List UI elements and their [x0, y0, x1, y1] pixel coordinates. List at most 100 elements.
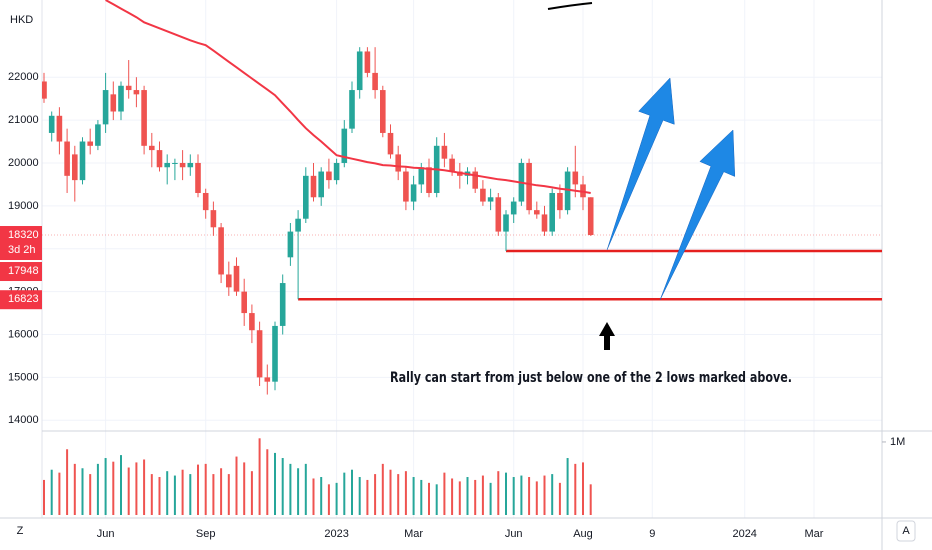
volume-bar [243, 462, 246, 515]
candle-body [403, 171, 409, 202]
volume-bar [235, 456, 238, 515]
auto-toggle[interactable]: A [902, 525, 910, 537]
candle-body [42, 81, 47, 99]
volume-bar [481, 475, 484, 515]
volume-bar [289, 463, 292, 515]
volume-bar [50, 469, 53, 515]
log-toggle[interactable]: Z [17, 525, 24, 537]
candle-body [295, 218, 301, 232]
black-up-arrow [599, 322, 615, 350]
y-tick-label: 20000 [8, 157, 39, 169]
volume-bar [412, 477, 415, 515]
volume-bar [312, 478, 315, 515]
candle-body [164, 162, 170, 168]
candle-body [149, 145, 155, 151]
volume-bar [389, 469, 392, 515]
volume-bar [150, 474, 153, 515]
volume-bar [297, 468, 300, 515]
candle-body [472, 171, 478, 189]
volume-bar [66, 449, 69, 515]
candle-body [48, 115, 55, 133]
candle-body [549, 192, 555, 232]
candle-body [380, 90, 386, 133]
candle-body [303, 175, 309, 219]
volume-bar [489, 482, 492, 515]
candle-body [526, 162, 532, 211]
volume-bar [212, 474, 215, 515]
candle-body [310, 175, 317, 198]
volume-bar [327, 484, 330, 515]
drawings [547, 2, 736, 350]
volume-bar [304, 463, 307, 515]
candle-body [272, 325, 278, 382]
volume-bar [258, 438, 261, 515]
volume-bar [320, 477, 323, 515]
candle-body [233, 265, 240, 292]
grid-layer [42, 0, 882, 518]
candle-body [395, 154, 401, 172]
candle-body [387, 132, 394, 155]
candle-body [87, 141, 93, 146]
candle-body [441, 145, 448, 159]
candle-body [79, 141, 86, 181]
candle-body [141, 90, 147, 146]
candle-body [356, 51, 363, 91]
candle-body [56, 115, 63, 142]
volume-bar [135, 462, 138, 515]
volume-bar [104, 458, 107, 515]
x-tick-label: 9 [649, 528, 655, 540]
volume-bar [566, 458, 569, 515]
x-tick-label: Jun [505, 528, 523, 540]
candle-body [426, 167, 432, 193]
volume-bar [43, 479, 45, 515]
candle-body [534, 210, 540, 215]
volume-bar [558, 482, 561, 515]
y-tick-label: 15000 [8, 371, 39, 383]
volume-bar [582, 462, 584, 515]
volume-bar [366, 479, 369, 515]
volume-bar [404, 471, 407, 515]
auto-button-frame[interactable] [896, 520, 916, 542]
x-tick-label: Aug [573, 528, 593, 540]
volume-bar [420, 479, 423, 515]
volume-bar [204, 463, 207, 515]
candle-body [410, 184, 417, 202]
candle-body [572, 171, 579, 185]
volume-bar [158, 477, 161, 515]
candle-body [264, 377, 271, 382]
candle-body [156, 150, 163, 168]
x-tick-label: 2023 [324, 528, 348, 540]
volume-bar [281, 458, 284, 515]
volume-bar [543, 475, 546, 515]
volume-bar [335, 482, 338, 515]
volume-bar [73, 463, 76, 515]
x-tick-label: Mar [805, 528, 824, 540]
price-box [0, 290, 42, 310]
volume-pane: 1M [43, 436, 905, 515]
candle-body [249, 313, 255, 331]
price-box-label: 17948 [8, 265, 39, 277]
price-box-label: 18320 [8, 229, 39, 241]
volume-bar [181, 469, 184, 515]
x-tick-label: 2024 [732, 528, 756, 540]
price-labels: 1400015000160001700018000190002000021000… [0, 71, 824, 540]
candle-body [195, 162, 201, 193]
candle-body [179, 162, 186, 168]
volume-bar [474, 479, 477, 515]
pen-stroke [547, 2, 593, 10]
price-box-label: 3d 2h [8, 244, 36, 256]
y-tick-label: 16000 [8, 328, 39, 340]
x-tick-label: Sep [196, 528, 216, 540]
candle-body [226, 274, 232, 288]
price-box [0, 226, 42, 261]
volume-bar [89, 474, 92, 515]
candle-body [418, 167, 425, 185]
candle-body [256, 330, 263, 378]
volume-bar [374, 474, 377, 515]
candle-body [110, 94, 117, 112]
volume-bar [551, 474, 554, 515]
volume-bar [173, 475, 176, 515]
volume-bar [266, 449, 269, 515]
candle-body [487, 197, 494, 202]
